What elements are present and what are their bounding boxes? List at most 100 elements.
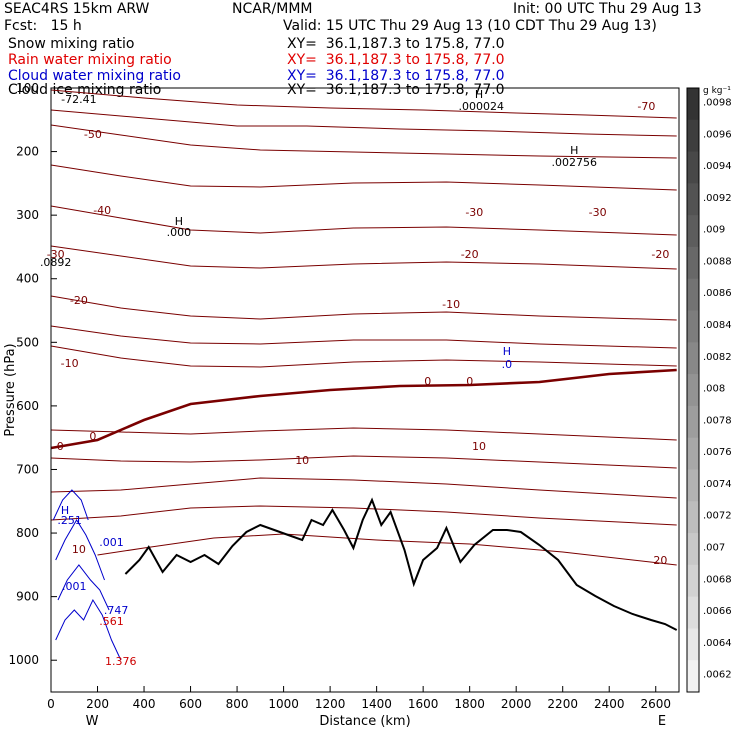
colorbar-label: .0094	[703, 161, 732, 172]
contour-label: H	[475, 88, 483, 101]
field-cloud-water-name: Cloud water mixing ratio	[8, 68, 181, 84]
isotherm-line	[50, 245, 677, 270]
contour-label: .747	[104, 604, 129, 617]
contour-label: .561	[99, 615, 124, 628]
colorbar-cell	[687, 183, 699, 216]
y-tick-label: 700	[16, 462, 39, 476]
colorbar-cell	[687, 88, 699, 121]
y-tick-label: 800	[16, 526, 39, 540]
colorbar-label: .0062	[703, 670, 732, 681]
contour-label: .251	[57, 514, 82, 527]
isotherm-line	[97, 533, 677, 566]
colorbar-cell	[687, 151, 699, 184]
isotherm-layer	[50, 89, 677, 566]
colorbar-label: .0086	[703, 288, 732, 299]
colorbar-cell	[687, 342, 699, 375]
colorbar-cell	[687, 564, 699, 598]
contour-label: -10	[442, 298, 460, 311]
colorbar-cell	[687, 215, 699, 248]
colorbar-label: .0084	[703, 320, 732, 331]
cloud-water-contour	[55, 598, 122, 661]
isotherm-line	[50, 295, 677, 321]
contour-label: H	[570, 144, 578, 157]
contour-label: -70	[637, 100, 655, 113]
x-tick-label: 1800	[454, 697, 485, 711]
x-tick-label: 1000	[268, 697, 299, 711]
terrain-line	[124, 497, 678, 631]
contour-label: .002756	[552, 156, 598, 169]
field-rain-xy: XY= 36.1,187.3 to 175.8, 77.0	[287, 52, 505, 68]
x-tick-label: 2400	[594, 697, 625, 711]
contour-label: 0	[466, 375, 473, 388]
y-tick-label: 200	[16, 145, 39, 159]
contour-label: .0892	[40, 256, 72, 269]
colorbar-label: .0064	[703, 638, 732, 649]
isotherm-line	[50, 325, 677, 349]
contour-label: 0	[424, 375, 431, 388]
colorbar-cell	[687, 533, 699, 566]
colorbar-label: .009	[703, 225, 725, 236]
colorbar-cell	[687, 437, 699, 470]
cloud-water-contour	[55, 519, 105, 581]
y-axis-label: Pressure (hPa)	[3, 343, 18, 436]
cloud-water-layer	[52, 489, 122, 661]
field-cloud-ice-xy: XY= 36.1,187.3 to 175.8, 77.0	[287, 82, 505, 98]
colorbar-label: .0092	[703, 193, 732, 204]
y-tick-label: 500	[16, 335, 39, 349]
x-tick-label: 1400	[361, 697, 392, 711]
colorbar-cell	[687, 374, 699, 407]
isotherm-line	[50, 427, 677, 441]
y-tick-label: 900	[16, 590, 39, 604]
contour-label: H	[503, 345, 511, 358]
y-tick-label: 300	[16, 208, 39, 222]
isotherm-line	[50, 345, 677, 368]
colorbar-label: .0066	[703, 606, 732, 617]
init-time: Init: 00 UTC Thu 29 Aug 13	[513, 1, 702, 17]
colorbar-label: .0088	[703, 256, 732, 267]
x-tick-label: 1600	[408, 697, 439, 711]
contour-label: .001	[99, 536, 124, 549]
colorbar-cell	[687, 628, 699, 661]
y-tick-label: 600	[16, 399, 39, 413]
colorbar-label: .0076	[703, 447, 732, 458]
isotherm-line	[50, 164, 677, 191]
contour-label: -20	[461, 248, 479, 261]
contour-label: .0	[502, 358, 513, 371]
model-title: SEAC4RS 15km ARW	[4, 1, 150, 17]
contour-label: 10	[472, 440, 486, 453]
colorbar-cell	[687, 405, 699, 439]
cloud-water-contour	[52, 489, 89, 521]
colorbar-cell	[687, 246, 699, 280]
annotation-layer: -72.41.000024H-70-50H.002756-40H.000-30-…	[40, 88, 669, 668]
isotherm-line	[50, 455, 677, 469]
isotherm-line	[50, 505, 677, 526]
colorbar-cell	[687, 596, 699, 629]
contour-label: 10	[72, 543, 86, 556]
colorbar-cell	[687, 501, 699, 534]
colorbar-label: .0082	[703, 352, 732, 363]
field-rain-name: Rain water mixing ratio	[8, 52, 172, 68]
colorbar-cell	[687, 660, 699, 693]
y-tick-label: 1000	[8, 653, 39, 667]
contour-label: 20	[653, 554, 667, 567]
colorbar: .0098 .0096 .0094 .0092 .009 .0088 .0086 .0084.…	[686, 87, 732, 693]
isotherm-line	[50, 205, 677, 236]
field-cloud-ice-name: Cloud ice mixing ratio	[8, 82, 162, 98]
contour-label: -10	[61, 357, 79, 370]
colorbar-frame	[686, 87, 700, 693]
contour-label: .000	[167, 226, 192, 239]
x-tick-label: 200	[86, 697, 109, 711]
colorbar-label: .0068	[703, 574, 732, 585]
colorbar-unit: g kg⁻¹	[703, 86, 731, 96]
colorbar-label: .0096	[703, 129, 732, 140]
contour-label: -30	[589, 206, 607, 219]
colorbar-label: .0074	[703, 479, 732, 490]
colorbar-label: .0072	[703, 511, 732, 522]
contour-label: -72.41	[61, 93, 96, 106]
contour-label: .001	[62, 580, 87, 593]
contour-label: -40	[93, 204, 111, 217]
contour-label: 1.376	[105, 655, 137, 668]
contour-label: 0	[57, 440, 64, 453]
